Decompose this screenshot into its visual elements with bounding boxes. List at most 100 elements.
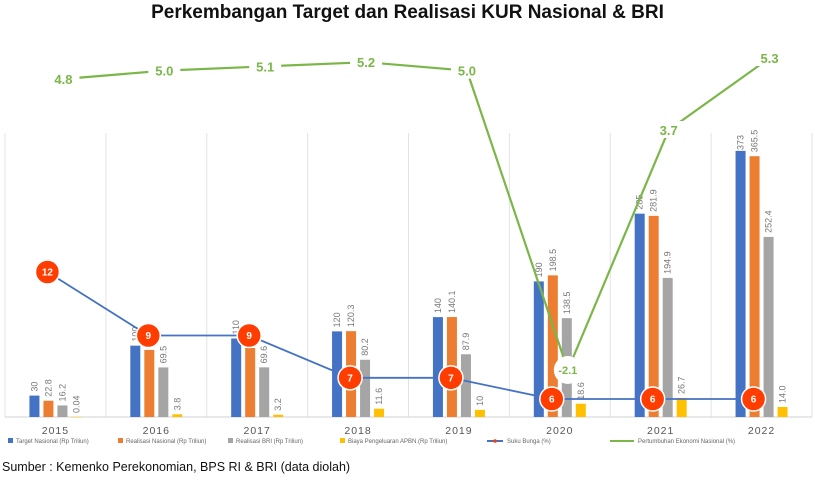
growth-label-bg <box>148 61 181 79</box>
growth-line <box>63 57 771 374</box>
bar <box>432 317 443 417</box>
bar <box>749 156 760 417</box>
rate-data-label: 6 <box>650 395 656 406</box>
bar <box>474 409 485 417</box>
growth-data-label: 5.2 <box>357 55 375 70</box>
rate-data-label: 6 <box>549 395 555 406</box>
bar-data-label: 190 <box>534 262 544 277</box>
bar-data-label: 87.9 <box>461 333 471 351</box>
x-tick-label: 2017 <box>244 425 271 437</box>
growth-label-bg <box>47 70 80 87</box>
bar-data-label: 120.3 <box>346 305 356 328</box>
bar-data-label: 16.2 <box>57 384 67 402</box>
bar-data-label: 22.8 <box>43 379 53 397</box>
bar-data-label: 3.2 <box>273 398 283 411</box>
rate-marker <box>236 322 262 349</box>
legend-marker <box>493 439 497 443</box>
bar <box>634 213 645 417</box>
bar-data-label: 100 <box>130 327 140 342</box>
x-tick-label: 2020 <box>546 425 573 437</box>
rate-data-label: 12 <box>42 268 54 279</box>
bar-data-label: 26.7 <box>677 376 687 394</box>
growth-label-bg <box>753 49 786 66</box>
bar-data-label: 69.6 <box>259 346 269 364</box>
rate-marker <box>337 365 363 391</box>
bar-data-label: 0.04 <box>71 395 81 413</box>
rate-line <box>46 271 754 400</box>
bar <box>575 403 586 417</box>
x-tick-label: 2021 <box>647 425 674 437</box>
growth-data-label: 5.0 <box>155 64 173 79</box>
bar-data-label: 140 <box>433 298 443 313</box>
bar-data-label: 3.8 <box>172 398 182 411</box>
bar <box>763 236 774 417</box>
bar-data-label: 140.1 <box>447 291 457 314</box>
bar <box>158 367 169 417</box>
kur-combo-chart: 3022.816.20.0410094.069.53.811096.769.63… <box>4 49 813 445</box>
chart-title: Perkembangan Target dan Realisasi KUR Na… <box>151 2 664 23</box>
rate-marker <box>438 365 464 391</box>
growth-label-bg <box>350 53 383 71</box>
bar-data-label: 194.9 <box>663 251 673 274</box>
rate-marker <box>135 322 162 349</box>
growth-marker <box>553 356 582 384</box>
bar-data-label: 14.0 <box>778 385 788 403</box>
bar <box>43 400 54 417</box>
legend-swatch <box>228 438 233 443</box>
growth-data-label: 3.7 <box>660 123 678 138</box>
bar <box>735 150 746 417</box>
bar <box>231 338 242 417</box>
bar <box>245 348 256 417</box>
legend-label: Realisasi BRI (Rp Triliun) <box>236 439 303 445</box>
rate-data-label: 9 <box>246 331 252 342</box>
growth-data-label: 5.1 <box>256 59 274 74</box>
bar <box>144 349 155 417</box>
growth-label-bg <box>249 57 282 75</box>
rate-marker <box>740 386 767 412</box>
growth-data-label: 4.8 <box>54 72 72 87</box>
bar <box>57 405 68 417</box>
bar <box>130 345 141 417</box>
rate-marker <box>539 386 565 412</box>
x-tick-label: 2018 <box>344 425 371 437</box>
legend-label: Suku Bunga (%) <box>507 439 551 445</box>
bar-data-label: 281.9 <box>649 189 659 212</box>
growth-data-label: -2.1 <box>558 365 577 377</box>
rate-data-label: 7 <box>448 373 454 384</box>
rate-data-label: 6 <box>751 395 757 406</box>
bar-data-label: 110 <box>231 320 241 334</box>
x-tick-label: 2016 <box>143 425 170 437</box>
bar <box>533 281 544 417</box>
bar <box>29 395 40 417</box>
bar <box>273 414 284 417</box>
bar <box>360 359 371 417</box>
bar-data-label: 285 <box>635 195 645 210</box>
x-tick-label: 2019 <box>445 425 472 437</box>
legend-label: Pertumbuhan Ekonomi Nasional (%) <box>638 439 735 445</box>
bar <box>259 367 270 417</box>
growth-data-label: 5.3 <box>761 51 779 66</box>
bar <box>460 354 471 417</box>
bar <box>662 277 673 417</box>
x-tick-label: 2022 <box>748 425 775 437</box>
bar-data-label: 138.5 <box>562 292 572 315</box>
x-tick-label: 2015 <box>42 425 69 437</box>
bar-data-label: 120 <box>332 312 342 327</box>
legend-swatch <box>8 438 13 443</box>
bar <box>676 397 687 417</box>
bar-data-label: 30 <box>29 382 39 392</box>
bar-data-label: 18.6 <box>576 382 586 400</box>
rate-marker <box>639 386 666 412</box>
bar <box>777 407 788 417</box>
bar <box>71 416 82 418</box>
growth-data-label: 5.0 <box>458 64 476 79</box>
legend-swatch <box>340 438 345 443</box>
growth-label-bg <box>450 61 483 79</box>
rate-data-label: 7 <box>347 373 353 384</box>
legend-label: Biaya Pengeluaran APBN (Rp Triliun) <box>348 439 447 445</box>
rate-marker <box>34 259 61 285</box>
bar-data-label: 69.5 <box>158 346 168 364</box>
bar-data-label: 10 <box>475 396 485 406</box>
legend-swatch <box>118 438 123 443</box>
legend-label: Realisasi Nasional (Rp Triliun) <box>126 439 206 445</box>
